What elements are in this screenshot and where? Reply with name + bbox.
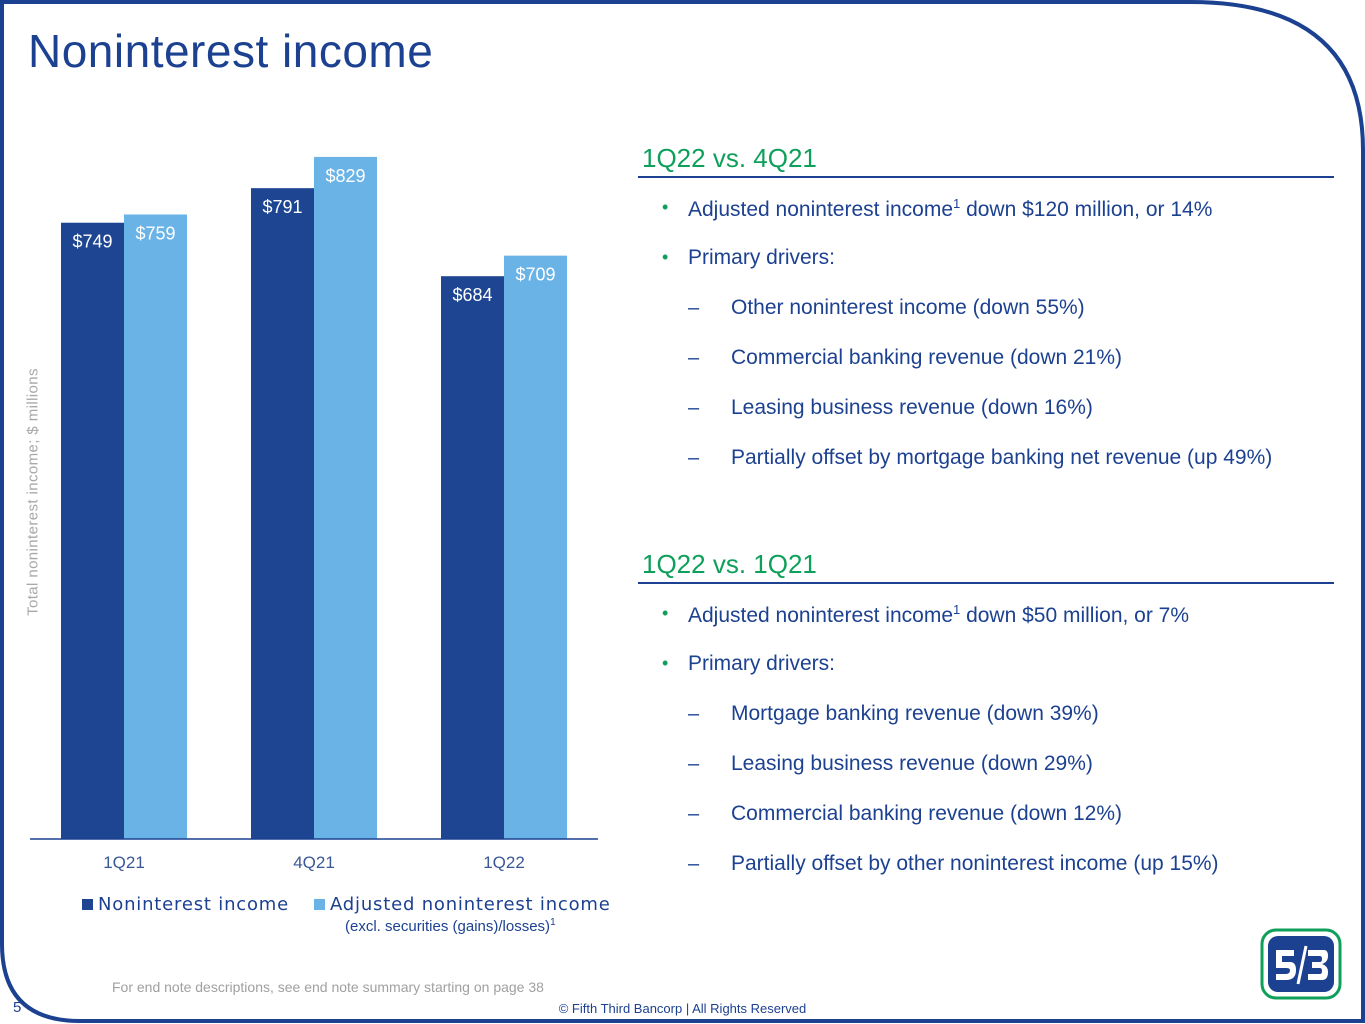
section-heading-1q22-vs-4q21: 1Q22 vs. 4Q21 (642, 143, 817, 173)
item-text: Primary drivers: (688, 246, 836, 269)
legend-swatch-dark (82, 899, 93, 910)
section-1-item-5: Leasing business revenue (down 16%) (731, 396, 1093, 420)
page-number: 5 (13, 999, 22, 1016)
bullet-marker: • (662, 247, 669, 267)
bar-noninterest-income-1q22 (441, 276, 504, 839)
section-1-item-2: Primary drivers: (688, 246, 835, 270)
legend-item-adjusted-noninterest-income: Adjusted noninterest income (314, 894, 611, 915)
data-label-adjusted-noninterest-income-1q22: $709 (515, 265, 555, 285)
data-label-adjusted-noninterest-income-1q21: $759 (135, 223, 175, 243)
item-text: Other noninterest income (down 55%) (731, 296, 1085, 319)
item-text-tail: down $120 million, or 14% (960, 198, 1213, 221)
item-text-tail: down $50 million, or 7% (960, 604, 1190, 627)
legend-note-text: (excl. securities (gains)/losses) (345, 918, 551, 935)
data-label-adjusted-noninterest-income-4q21: $829 (325, 166, 365, 186)
x-tick-label-1q21: 1Q21 (103, 853, 145, 872)
bar-noninterest-income-4q21 (251, 188, 314, 839)
section-1-item-6: Partially offset by mortgage banking net… (731, 446, 1272, 470)
item-text: Commercial banking revenue (down 12%) (731, 802, 1123, 825)
data-label-noninterest-income-1q22: $684 (452, 285, 492, 305)
dash-marker: – (688, 803, 700, 825)
section-2-item-2: Primary drivers: (688, 652, 835, 676)
bar-chart: $749 $759 $791 $829 $684 $709 1Q21 4Q21 1Q22 (30, 156, 598, 872)
dash-marker: – (688, 703, 700, 725)
section-2-item-4: Leasing business revenue (down 29%) (731, 752, 1093, 776)
item-text: Partially offset by other noninterest in… (731, 852, 1219, 875)
footnote-ref: 1 (953, 602, 961, 617)
bullet-marker: • (662, 653, 669, 673)
x-tick-label-1q22: 1Q22 (483, 853, 525, 872)
section-rule-2 (638, 582, 1334, 584)
item-text: Commercial banking revenue (down 21%) (731, 346, 1123, 369)
bar-adjusted-noninterest-income-1q21 (124, 214, 187, 839)
dash-marker: – (688, 853, 700, 875)
bar-noninterest-income-1q21 (61, 222, 124, 840)
section-2-item-1: Adjusted noninterest income1 down $50 mi… (688, 602, 1189, 628)
legend-item-noninterest-income: Noninterest income (82, 894, 289, 915)
section-heading-1q22-vs-1q21: 1Q22 vs. 1Q21 (642, 549, 817, 579)
section-2-item-3: Mortgage banking revenue (down 39%) (731, 702, 1099, 726)
item-text: Primary drivers: (688, 652, 836, 675)
section-2-item-6: Partially offset by other noninterest in… (731, 852, 1219, 876)
item-text: Leasing business revenue (down 29%) (731, 752, 1093, 775)
item-text: Leasing business revenue (down 16%) (731, 396, 1093, 419)
data-label-noninterest-income-1q21: $749 (72, 232, 112, 252)
bar-adjusted-noninterest-income-1q22 (504, 255, 567, 840)
bar-adjusted-noninterest-income-4q21 (314, 156, 377, 839)
item-text: Adjusted noninterest income (688, 198, 953, 221)
bullet-marker: • (662, 603, 669, 623)
fifth-third-logo-icon (1260, 928, 1342, 1000)
section-1-item-3: Other noninterest income (down 55%) (731, 296, 1085, 320)
x-tick-label-4q21: 4Q21 (293, 853, 335, 872)
dash-marker: – (688, 753, 700, 775)
dash-marker: – (688, 347, 700, 369)
section-2-item-5: Commercial banking revenue (down 12%) (731, 802, 1122, 826)
legend-note: (excl. securities (gains)/losses)1 (345, 917, 556, 935)
section-1-item-4: Commercial banking revenue (down 21%) (731, 346, 1122, 370)
dash-marker: – (688, 297, 700, 319)
data-label-noninterest-income-4q21: $791 (262, 197, 302, 217)
copyright: © Fifth Third Bancorp | All Rights Reser… (558, 1001, 807, 1016)
dash-marker: – (688, 447, 700, 469)
footnote-ref: 1 (953, 196, 961, 211)
section-1-item-1: Adjusted noninterest income1 down $120 m… (688, 196, 1212, 222)
legend-label-series-2: Adjusted noninterest income (330, 894, 611, 915)
item-text: Mortgage banking revenue (down 39%) (731, 702, 1099, 725)
dash-marker: – (688, 397, 700, 419)
bullet-marker: • (662, 197, 669, 217)
section-rule-1 (638, 176, 1334, 178)
legend-swatch-light (314, 899, 325, 910)
legend-label-series-1: Noninterest income (98, 894, 289, 915)
legend-note-sup: 1 (550, 917, 556, 928)
end-note: For end note descriptions, see end note … (112, 979, 544, 995)
page-title: Noninterest income (28, 25, 434, 77)
item-text: Partially offset by mortgage banking net… (731, 446, 1273, 469)
item-text: Adjusted noninterest income (688, 604, 953, 627)
